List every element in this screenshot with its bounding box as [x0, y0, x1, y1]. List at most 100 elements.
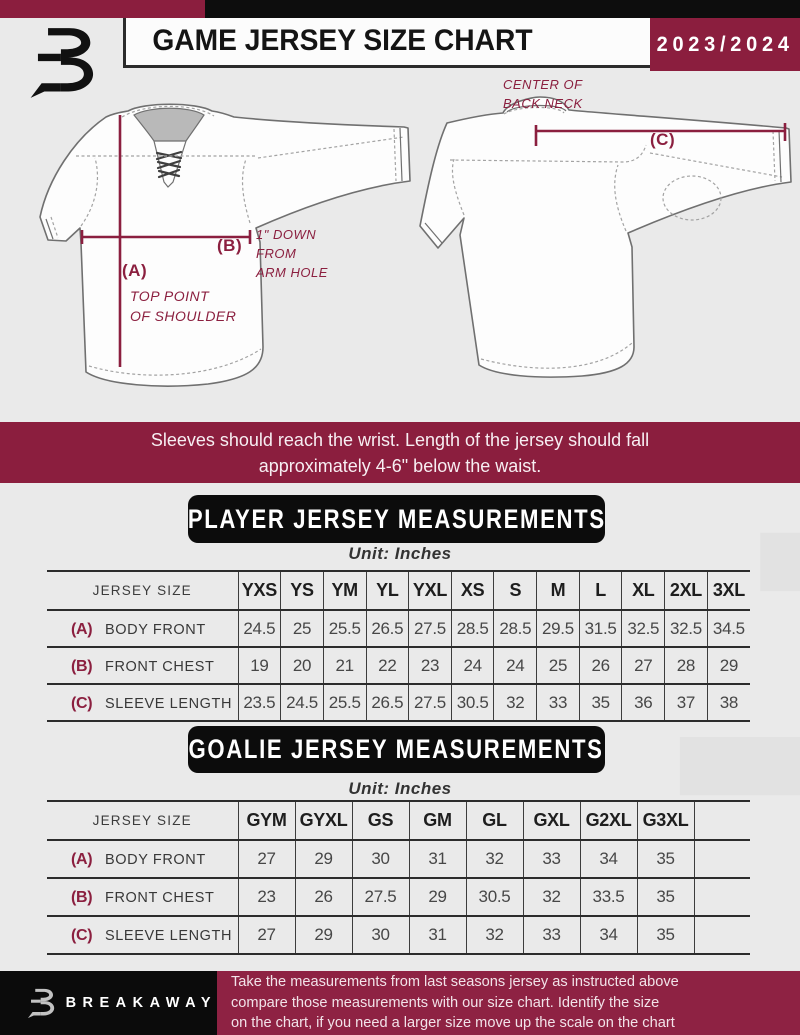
goalie-table-header-row: JERSEY SIZE GYM GYXL GS GM GL GXL G2XL G…	[47, 800, 750, 841]
cell: 24.5	[280, 683, 324, 722]
cell: 29	[294, 839, 352, 879]
player-section-title-text: PLAYER JERSEY MEASUREMENTS	[187, 503, 606, 534]
size-col: GXL	[522, 800, 580, 841]
row-label: (C) SLEEVE LENGTH	[47, 683, 239, 722]
empty-cell	[693, 877, 750, 917]
cell: 23	[237, 877, 295, 917]
cell: 24	[493, 646, 537, 685]
cell: 26.5	[365, 683, 409, 722]
cell: 27.5	[351, 877, 409, 917]
size-col: YS	[280, 570, 324, 611]
row-label: (B) FRONT CHEST	[47, 877, 238, 917]
cell: 31	[408, 839, 466, 879]
cell: 25	[280, 609, 324, 648]
goalie-section-title-text: GOALIE JERSEY MEASUREMENTS	[189, 734, 604, 764]
cell: 22	[365, 646, 409, 685]
row-letter: (B)	[71, 657, 93, 675]
cell: 31.5	[578, 609, 622, 648]
measurement-line-c	[534, 123, 787, 146]
top-strip	[0, 0, 800, 18]
size-col: GL	[465, 800, 523, 841]
goalie-row-sleeve-length: (C) SLEEVE LENGTH 27 29 30 31 32 33 34 35	[47, 915, 750, 955]
size-col: XS	[450, 570, 494, 611]
title-band: GAME JERSEY SIZE CHART	[123, 18, 650, 68]
footer: BREAKAWAY Take the measurements from las…	[0, 971, 800, 1035]
size-col: M	[536, 570, 580, 611]
player-row-body-front: (A) BODY FRONT 24.5 25 25.5 26.5 27.5 28.…	[47, 609, 750, 648]
empty-col	[693, 800, 750, 841]
cell: 31	[408, 915, 466, 955]
cell: 34	[579, 915, 637, 955]
cell: 34.5	[706, 609, 750, 648]
cell: 28	[664, 646, 708, 685]
cell: 32.5	[664, 609, 708, 648]
jersey-front-illustration	[39, 103, 411, 387]
season-badge: 2023/2024	[650, 18, 800, 71]
empty-cell	[693, 839, 750, 879]
goalie-measurements-table: JERSEY SIZE GYM GYXL GS GM GL GXL G2XL G…	[47, 800, 750, 955]
cell: 20	[280, 646, 324, 685]
label-b: (B)	[217, 236, 243, 255]
cell: 32.5	[621, 609, 665, 648]
cell: 24	[450, 646, 494, 685]
fit-notice-banner: Sleeves should reach the wrist. Length o…	[0, 422, 800, 483]
cell: 29	[408, 877, 466, 917]
cell: 28.5	[493, 609, 537, 648]
cell: 23.5	[237, 683, 281, 722]
size-col: YXL	[408, 570, 452, 611]
cell: 33.5	[579, 877, 637, 917]
size-col: L	[578, 570, 622, 611]
row-label-text: BODY FRONT	[105, 621, 206, 638]
row-label-text: SLEEVE LENGTH	[105, 695, 233, 712]
cell: 27	[237, 915, 295, 955]
size-col: 3XL	[706, 570, 750, 611]
cell: 27.5	[408, 609, 452, 648]
cell: 35	[636, 839, 694, 879]
label-b-note: 1" DOWN FROM ARM HOLE	[256, 227, 328, 280]
cell: 25.5	[322, 683, 366, 722]
cell: 29	[706, 646, 750, 685]
size-col: S	[493, 570, 537, 611]
row-letter: (A)	[71, 851, 93, 868]
cell: 27	[237, 839, 295, 879]
goalie-section-title: GOALIE JERSEY MEASUREMENTS	[188, 726, 605, 773]
footer-note-block: Take the measurements from last seasons …	[217, 971, 800, 1035]
size-col: 2XL	[664, 570, 708, 611]
row-letter: (B)	[71, 889, 93, 906]
cell: 37	[664, 683, 708, 722]
size-col: G3XL	[636, 800, 694, 841]
cell: 23	[408, 646, 452, 685]
row-label: (A) BODY FRONT	[47, 839, 238, 879]
cell: 26	[294, 877, 352, 917]
row-letter: (C)	[71, 694, 93, 712]
cell: 27.5	[408, 683, 452, 722]
player-row-sleeve-length: (C) SLEEVE LENGTH 23.5 24.5 25.5 26.5 27.…	[47, 683, 750, 722]
row-letter: (A)	[71, 620, 93, 638]
cell: 32	[493, 683, 537, 722]
goalie-row-front-chest: (B) FRONT CHEST 23 26 27.5 29 30.5 32 33.…	[47, 877, 750, 917]
cell: 35	[636, 877, 694, 917]
size-col: YL	[365, 570, 409, 611]
size-col: GM	[408, 800, 466, 841]
cell: 30.5	[450, 683, 494, 722]
player-measurements-table: JERSEY SIZE YXS YS YM YL YXL XS S M L XL…	[47, 570, 750, 722]
breakaway-monogram-icon	[30, 28, 94, 98]
player-unit-label: Unit: Inches	[348, 544, 452, 563]
label-c-note: CENTER OF BACK NECK	[503, 77, 583, 111]
brand-name: BREAKAWAY	[65, 995, 217, 1011]
footer-note-text: Take the measurements from last seasons …	[231, 974, 679, 1032]
size-col: GYXL	[294, 800, 352, 841]
cell: 27	[621, 646, 665, 685]
cell: 30	[351, 839, 409, 879]
size-col: GYM	[237, 800, 295, 841]
player-table-header-row: JERSEY SIZE YXS YS YM YL YXL XS S M L XL…	[47, 570, 750, 611]
cell: 33	[522, 915, 580, 955]
cell: 29	[294, 915, 352, 955]
breakaway-monogram-icon-small	[27, 988, 55, 1018]
cell: 30	[351, 915, 409, 955]
row-label-text: BODY FRONT	[105, 852, 206, 868]
cell: 26	[578, 646, 622, 685]
size-col: YM	[322, 570, 366, 611]
cell: 33	[522, 839, 580, 879]
